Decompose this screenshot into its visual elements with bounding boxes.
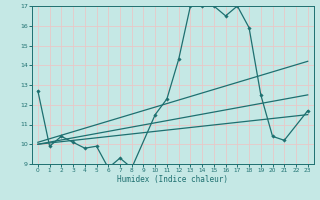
X-axis label: Humidex (Indice chaleur): Humidex (Indice chaleur) — [117, 175, 228, 184]
